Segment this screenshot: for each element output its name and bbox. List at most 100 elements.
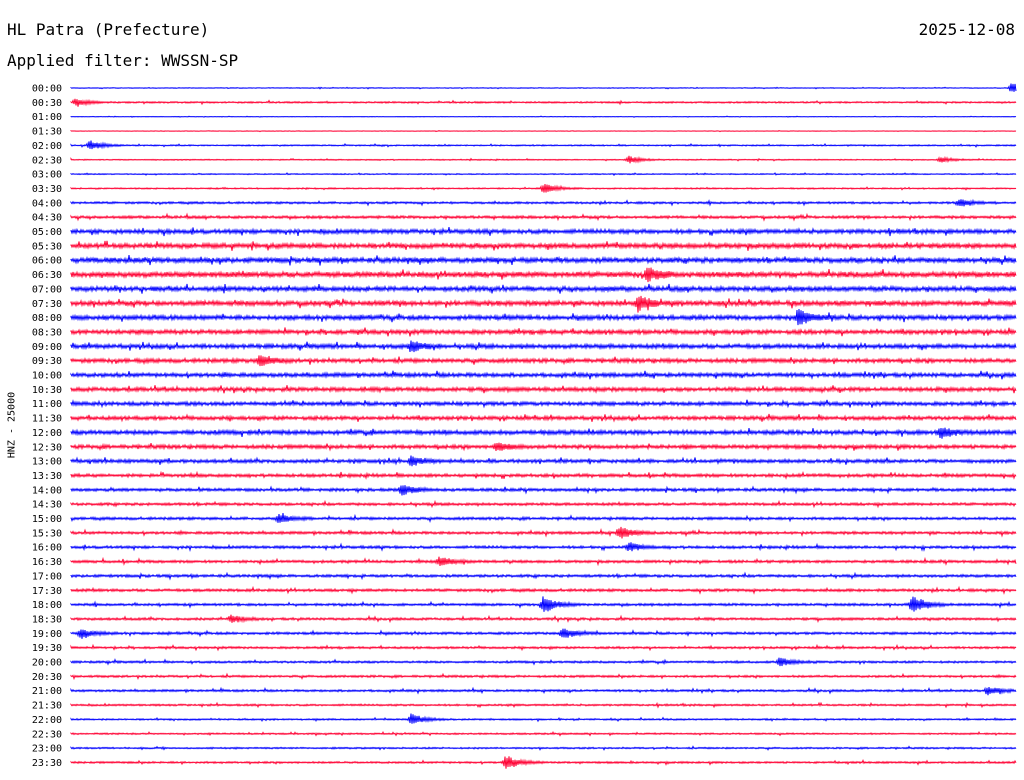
row-time-label: 22:30: [32, 729, 62, 740]
trace-2030: [70, 672, 1017, 681]
row-time-label: 01:00: [32, 112, 62, 123]
row-time-label: 16:00: [32, 543, 62, 554]
row-time-label: 04:00: [32, 198, 62, 209]
row-time-label: 16:30: [32, 557, 62, 568]
trace-1700: [70, 571, 1017, 581]
row-time-label: 13:30: [32, 471, 62, 482]
row-time-label: 21:00: [32, 686, 62, 697]
row-time-label: 03:30: [32, 184, 62, 195]
row-time-label: 02:30: [32, 155, 62, 166]
trace-0800: [70, 308, 1017, 326]
row-time-label: 00:00: [32, 84, 62, 95]
trace-0230: [70, 155, 1017, 164]
trace-1800: [70, 596, 1017, 612]
trace-1000: [70, 370, 1017, 381]
trace-1300: [70, 455, 1017, 467]
row-time-label: 08:30: [32, 327, 62, 338]
row-time-label: 22:00: [32, 715, 62, 726]
trace-2300: [70, 745, 1017, 751]
row-time-label: 18:00: [32, 600, 62, 611]
row-time-label: 10:30: [32, 385, 62, 396]
trace-0930: [70, 355, 1017, 367]
trace-1100: [70, 399, 1017, 409]
trace-0200: [70, 140, 1017, 150]
trace-1500: [70, 513, 1017, 523]
row-time-label: 05:30: [32, 241, 62, 252]
row-time-label: 17:00: [32, 571, 62, 582]
row-time-label: 03:00: [32, 170, 62, 181]
trace-2330: [70, 756, 1017, 769]
row-time-label: 20:00: [32, 658, 62, 669]
trace-0330: [70, 184, 1017, 193]
trace-1230: [70, 442, 1017, 452]
trace-0630: [70, 267, 1017, 283]
trace-0730: [70, 295, 1017, 313]
trace-0430: [70, 212, 1017, 222]
row-time-label: 19:00: [32, 629, 62, 640]
row-time-label: 09:30: [32, 356, 62, 367]
trace-1130: [70, 413, 1017, 423]
row-time-label: 14:00: [32, 485, 62, 496]
trace-1430: [70, 499, 1017, 509]
row-time-label: 17:30: [32, 586, 62, 597]
trace-2130: [70, 701, 1017, 709]
row-time-label: 06:00: [32, 256, 62, 267]
trace-2000: [70, 657, 1017, 667]
trace-2200: [70, 713, 1017, 724]
trace-1400: [70, 485, 1017, 496]
row-time-label: 20:30: [32, 672, 62, 683]
date-label: 2025-12-08: [918, 20, 1015, 39]
row-time-label: 13:00: [32, 457, 62, 468]
trace-0700: [70, 283, 1017, 294]
trace-1900: [70, 628, 1017, 639]
row-time-label: 04:30: [32, 213, 62, 224]
station-title: HL Patra (Prefecture): [7, 20, 210, 39]
trace-1830: [70, 614, 1017, 624]
row-time-label: 12:30: [32, 442, 62, 453]
trace-1930: [70, 643, 1017, 652]
trace-0130: [70, 130, 1017, 133]
row-time-label: 18:30: [32, 614, 62, 625]
trace-0900: [70, 340, 1017, 353]
trace-0600: [70, 255, 1017, 266]
filter-label: Applied filter: WWSSN-SP: [7, 51, 239, 70]
row-time-label: 11:30: [32, 414, 62, 425]
trace-2230: [70, 730, 1017, 737]
trace-0530: [70, 240, 1017, 251]
row-time-label: 09:00: [32, 342, 62, 353]
row-time-label: 06:30: [32, 270, 62, 281]
row-time-label: 01:30: [32, 127, 62, 138]
trace-0400: [70, 198, 1017, 207]
row-time-label: 07:30: [32, 299, 62, 310]
trace-1730: [70, 585, 1017, 595]
trace-0000: [70, 83, 1017, 92]
row-time-label: 00:30: [32, 98, 62, 109]
row-time-label: 23:30: [32, 758, 62, 769]
row-time-label: 12:00: [32, 428, 62, 439]
trace-0030: [70, 98, 1017, 107]
row-time-label: 11:00: [32, 399, 62, 410]
row-time-label: 08:00: [32, 313, 62, 324]
trace-1200: [70, 427, 1017, 439]
trace-0300: [70, 172, 1017, 177]
row-time-label: 23:00: [32, 744, 62, 755]
row-time-label: 14:30: [32, 500, 62, 511]
trace-0830: [70, 327, 1017, 337]
row-time-label: 10:00: [32, 371, 62, 382]
trace-2100: [70, 686, 1017, 696]
row-time-label: 05:00: [32, 227, 62, 238]
trace-1330: [70, 470, 1017, 480]
row-time-label: 07:00: [32, 284, 62, 295]
trace-1600: [70, 542, 1017, 552]
row-time-label: 21:30: [32, 701, 62, 712]
row-time-label: 15:00: [32, 514, 62, 525]
row-time-label: 15:30: [32, 528, 62, 539]
trace-1030: [70, 384, 1017, 394]
trace-0500: [70, 227, 1017, 237]
trace-1530: [70, 526, 1017, 539]
trace-1630: [70, 556, 1017, 567]
row-time-label: 19:30: [32, 643, 62, 654]
row-time-label: 02:00: [32, 141, 62, 152]
